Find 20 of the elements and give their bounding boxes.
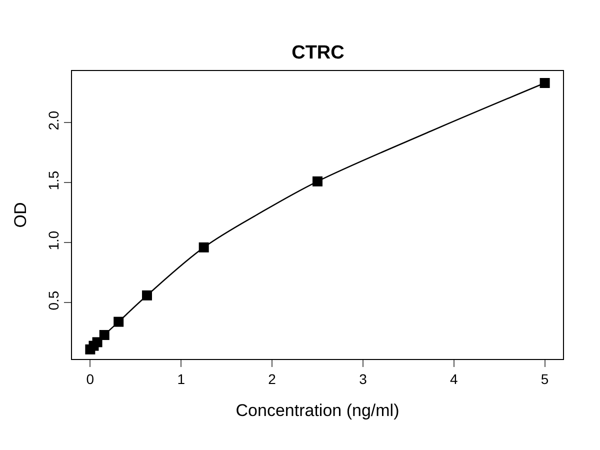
y-axis-title: OD (10, 202, 30, 228)
point (312, 176, 322, 186)
point (198, 242, 209, 252)
y-tick-label: 1.5 (45, 170, 62, 190)
y-tick-label: 1.0 (45, 230, 62, 250)
y-tick-label: 2.0 (45, 110, 62, 130)
x-tick-label: 3 (359, 370, 368, 387)
x-tick-label: 2 (268, 370, 276, 387)
x-tick-label: 4 (450, 370, 458, 387)
chart-title: CTRC (292, 42, 345, 64)
point (92, 337, 102, 348)
y-tick-label: 0.5 (45, 290, 62, 310)
x-axis-title: Concentration (ng/ml) (236, 401, 400, 420)
point (142, 290, 152, 300)
x-tick-label: 0 (86, 370, 94, 387)
point (114, 316, 124, 327)
x-tick-label: 5 (540, 370, 549, 387)
x-tick-label: 1 (177, 370, 186, 387)
point (99, 330, 110, 340)
point (540, 78, 550, 88)
